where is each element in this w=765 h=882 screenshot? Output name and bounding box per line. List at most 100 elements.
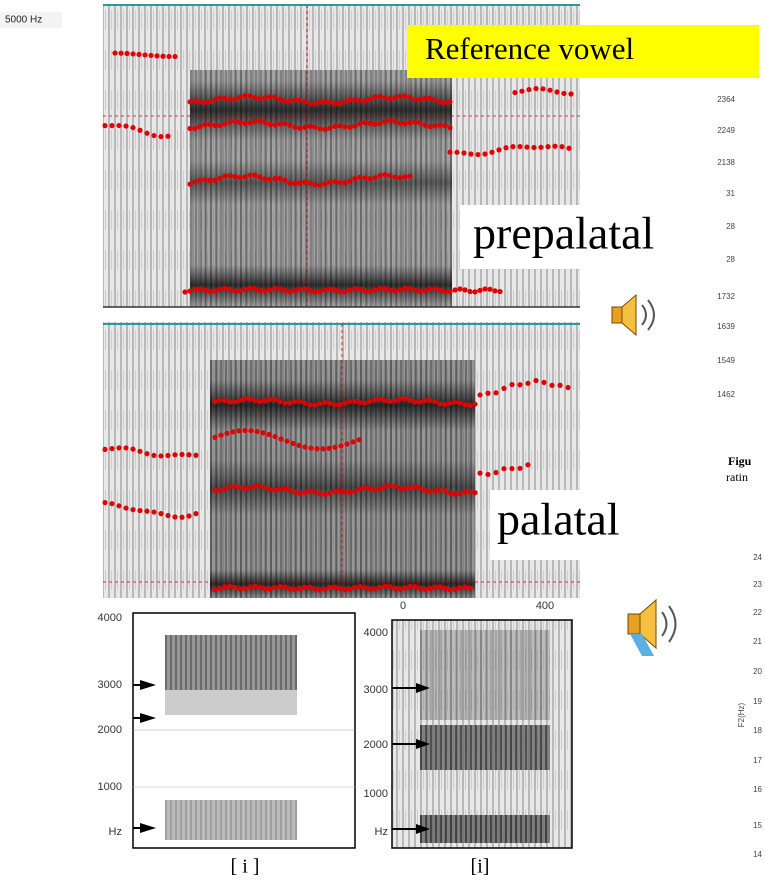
formant-dot: [457, 400, 463, 406]
speaker-icon[interactable]: [611, 293, 655, 337]
formant-dot: [102, 123, 108, 129]
formant-dot: [457, 286, 463, 292]
formant-dot: [192, 125, 198, 132]
speaker-icon[interactable]: [627, 598, 677, 656]
formant-dot: [272, 285, 278, 292]
formant-dot: [540, 86, 546, 92]
formant-dot: [352, 97, 358, 103]
formant-dot: [417, 96, 423, 103]
formant-dot: [517, 143, 523, 150]
formant-dot: [412, 96, 418, 102]
formant-dot: [362, 98, 368, 104]
formant-dot: [531, 144, 537, 151]
formant-dot: [357, 583, 363, 590]
formant-dot: [327, 286, 333, 292]
formant-dot: [267, 121, 273, 128]
formant-dot: [237, 94, 243, 100]
tick-label: 4000: [98, 612, 122, 624]
palatal-label: palatal: [497, 494, 620, 545]
formant-dot: [217, 175, 223, 181]
formant-dot: [477, 470, 483, 476]
formant-dot: [302, 584, 308, 590]
formant-dot: [477, 392, 483, 398]
formant-dot: [467, 488, 473, 495]
formant-dot: [165, 512, 171, 519]
formant-dot: [123, 123, 129, 129]
formant-dot: [237, 288, 243, 294]
formant-dot: [307, 180, 313, 186]
tick-label: 16: [753, 785, 762, 794]
formant-dot: [362, 119, 368, 126]
formant-dot: [352, 488, 358, 494]
formant-dot: [417, 585, 423, 591]
formant-dot: [327, 584, 333, 591]
formant-dot: [402, 585, 408, 591]
formant-dot: [186, 452, 192, 458]
formant-dot: [407, 397, 413, 403]
tick-label: 1639: [717, 322, 735, 331]
formant-dot: [462, 287, 468, 293]
formant-dot: [248, 428, 254, 434]
formant-dot: [545, 144, 551, 150]
formant-dot: [151, 509, 157, 515]
formant-dot: [337, 123, 343, 129]
formant-dot: [142, 52, 148, 58]
formant-dot: [312, 489, 318, 495]
tick-label: 28: [726, 222, 735, 231]
formant-dot: [307, 101, 313, 107]
prepalatal-box: [460, 205, 765, 269]
formant-dot: [493, 390, 499, 396]
formant-dot: [302, 400, 308, 406]
formant-dot: [257, 118, 263, 124]
formant-dot: [475, 151, 481, 158]
tick-label: 17: [753, 756, 762, 765]
formant-dot: [272, 122, 278, 128]
formant-dot: [217, 122, 223, 129]
formant-dot: [407, 285, 413, 291]
time-tick-label: 400: [536, 600, 554, 612]
formant-dot: [277, 583, 283, 590]
formant-dot: [432, 488, 438, 494]
formant-dot: [252, 286, 258, 292]
formant-dot: [350, 439, 356, 445]
spectrogram-left: [132, 612, 356, 849]
formant-dot: [557, 382, 563, 388]
formant-dot: [437, 584, 443, 590]
formant-dot: [252, 95, 258, 101]
formant-dot: [332, 101, 338, 107]
formant-dot: [377, 93, 383, 100]
freq-label-box: [0, 12, 62, 28]
formant-dot: [165, 133, 171, 139]
formant-dot: [193, 452, 199, 458]
formant-dot: [322, 181, 328, 187]
palatal-box: [490, 490, 680, 560]
formant-dot: [197, 99, 203, 105]
formant-dot: [102, 446, 108, 452]
formant-dot: [109, 501, 115, 507]
formant-dot: [392, 174, 398, 180]
formant-dot: [442, 585, 448, 591]
formant-dot: [342, 489, 348, 495]
formant-dot: [179, 514, 185, 520]
tick-label: 22: [753, 608, 762, 617]
formant-dot: [367, 288, 373, 294]
formant-dot: [312, 402, 318, 408]
formant-dot: [290, 440, 296, 446]
tick-label: 1000: [98, 781, 122, 793]
formant-dot: [382, 119, 388, 125]
formant-dot: [267, 396, 273, 402]
formant-dot: [116, 503, 122, 509]
formant-dot: [357, 400, 363, 406]
formant-dot: [292, 124, 298, 130]
formant-dot: [232, 118, 238, 124]
formant-dot: [137, 448, 143, 454]
formant-dot: [247, 172, 253, 178]
formant-dot: [116, 445, 122, 451]
formant-dot: [292, 288, 298, 294]
formant-dot: [442, 288, 448, 295]
tick-label: 15: [753, 821, 762, 830]
formant-dot: [352, 584, 358, 591]
formant-dot: [412, 484, 418, 490]
tick-label: 2138: [717, 158, 735, 167]
formant-dot: [362, 288, 368, 294]
